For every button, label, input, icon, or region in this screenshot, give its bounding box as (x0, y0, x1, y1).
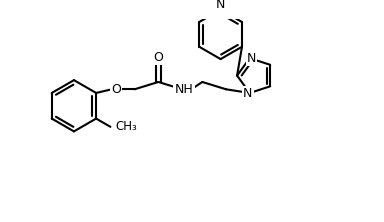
Text: O: O (154, 51, 163, 64)
Text: CH₃: CH₃ (115, 120, 137, 133)
Text: N: N (216, 0, 225, 11)
Text: O: O (111, 83, 121, 96)
Text: N: N (247, 52, 256, 65)
Text: N: N (243, 87, 253, 100)
Text: NH: NH (175, 83, 194, 96)
